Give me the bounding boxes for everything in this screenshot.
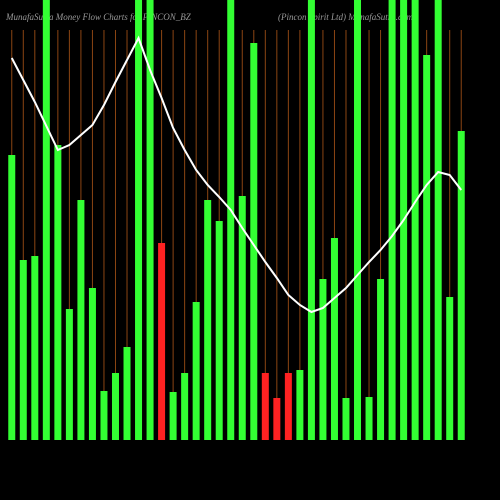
bar — [296, 370, 304, 440]
bar — [457, 131, 465, 440]
bar — [377, 279, 385, 440]
bar — [88, 288, 96, 440]
bar — [284, 373, 292, 440]
bar — [100, 391, 108, 440]
bar — [204, 200, 212, 440]
bar — [423, 55, 431, 440]
bar — [342, 398, 350, 440]
bar — [31, 256, 39, 440]
bar — [434, 0, 442, 440]
bar — [19, 260, 27, 440]
bar — [330, 238, 338, 440]
bar — [319, 279, 327, 440]
bar — [250, 43, 258, 440]
bar — [261, 373, 269, 440]
bar — [146, 0, 154, 440]
money-flow-line — [10, 35, 463, 314]
bar — [65, 309, 73, 440]
bar — [192, 302, 200, 440]
bar — [169, 392, 177, 440]
bar — [123, 347, 131, 440]
bar — [135, 0, 143, 440]
bar — [227, 0, 235, 440]
bar — [111, 373, 119, 440]
chart-title-right: (Pincon Spirit Ltd) MunafaSutra.com — [278, 12, 413, 22]
bar — [54, 145, 62, 440]
bar — [181, 373, 189, 440]
bar — [238, 196, 246, 440]
bar — [307, 0, 315, 440]
bar — [215, 221, 223, 440]
bar — [42, 0, 50, 440]
bar — [77, 200, 85, 440]
bar — [365, 397, 373, 440]
bar — [158, 243, 166, 440]
bar — [446, 297, 454, 440]
bar — [354, 0, 362, 440]
bar — [273, 398, 281, 440]
bar — [388, 0, 396, 440]
bar — [411, 0, 419, 440]
chart-title: MunafaSutra Money Flow Charts for PINCON… — [5, 12, 192, 22]
bar — [8, 155, 16, 440]
